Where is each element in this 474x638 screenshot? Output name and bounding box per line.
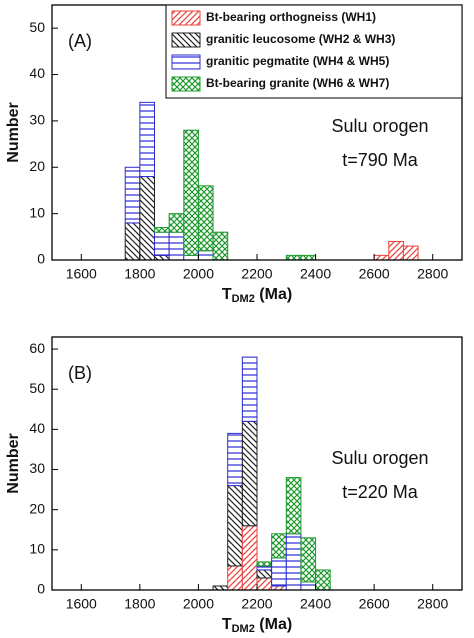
x-tick-label: 1800 (124, 266, 155, 282)
x-tick-label: 1600 (66, 596, 97, 612)
y-tick-label: 40 (29, 65, 45, 81)
x-tick-label: 2200 (241, 266, 272, 282)
y-tick-label: 60 (29, 340, 45, 356)
bar-segment (256, 561, 273, 567)
bar-segment (285, 533, 302, 591)
y-axis-label: Number (5, 102, 22, 162)
panel-label: (B) (68, 363, 92, 383)
x-axis-label-unit: (Ma) (255, 286, 292, 303)
panel-label: (A) (68, 31, 92, 51)
x-axis-label-sub: DM2 (232, 293, 255, 305)
bar-segment (124, 166, 141, 224)
x-tick-label: 1600 (66, 266, 97, 282)
bar-segment (300, 581, 317, 591)
y-tick-label: 0 (37, 251, 45, 267)
bar-segment (139, 101, 156, 178)
bar-segment (256, 577, 273, 591)
y-tick-label: 20 (29, 500, 45, 516)
x-axis-label-main: T (222, 286, 232, 303)
bar-segment (183, 254, 199, 261)
legend-swatch (171, 76, 201, 92)
x-tick-label: 2800 (417, 266, 448, 282)
bar-segment (124, 222, 141, 261)
y-tick-label: 40 (29, 420, 45, 436)
bar-segment (154, 231, 170, 256)
x-tick-label: 2000 (183, 266, 214, 282)
x-tick-label: 1800 (124, 596, 155, 612)
bar-segment (168, 213, 185, 233)
y-tick-label: 10 (29, 204, 45, 220)
bar-segment (241, 525, 258, 591)
y-tick-label: 50 (29, 380, 45, 396)
bar-segment (227, 432, 243, 487)
annotation: t=790 Ma (342, 150, 419, 170)
legend-label: Bt-bearing orthogneiss (WH1) (206, 10, 376, 24)
y-tick-label: 30 (29, 112, 45, 128)
bar-segment (212, 231, 229, 261)
y-tick-label: 30 (29, 460, 45, 476)
x-tick-label: 2000 (183, 596, 214, 612)
x-tick-label: 2600 (359, 596, 390, 612)
legend-swatch (171, 10, 201, 26)
bar-segment (300, 254, 317, 261)
bar-segment (315, 569, 331, 591)
x-tick-label: 2200 (241, 596, 272, 612)
bar-segment (168, 231, 185, 261)
bar-segment (183, 129, 199, 256)
y-tick-label: 0 (37, 581, 45, 597)
x-tick-label: 2600 (359, 266, 390, 282)
bar-segment (300, 537, 317, 583)
bar-segment (256, 569, 273, 579)
annotation: t=220 Ma (342, 482, 419, 502)
x-axis-label-main: T (222, 616, 232, 633)
x-tick-label: 2400 (300, 266, 331, 282)
bar-segment (227, 485, 243, 567)
bar-segment (285, 477, 302, 535)
bar-segment (197, 250, 214, 261)
annotation: Sulu orogen (331, 116, 428, 136)
y-tick-label: 20 (29, 158, 45, 174)
bar-segment (197, 185, 214, 252)
bar-segment (139, 176, 156, 261)
y-tick-label: 10 (29, 541, 45, 557)
bar-segment (241, 356, 258, 422)
bar-segment (256, 565, 273, 571)
x-tick-label: 2400 (300, 596, 331, 612)
y-tick-label: 50 (29, 19, 45, 35)
x-axis-label-unit: (Ma) (255, 616, 292, 633)
legend-box (165, 4, 463, 99)
bar-segment (285, 254, 302, 261)
bar-segment (373, 254, 390, 261)
x-tick-label: 2800 (417, 596, 448, 612)
bar-segment (154, 227, 170, 233)
legend-swatch (171, 32, 201, 48)
y-axis-label: Number (5, 433, 22, 493)
bar-segment (241, 420, 258, 527)
legend-swatch (171, 54, 201, 70)
x-axis-label-sub: DM2 (232, 623, 255, 635)
x-axis-label: TDM2 (Ma) (222, 616, 292, 635)
legend-label: granitic pegmatite (WH4 & WH5) (206, 54, 389, 68)
annotation: Sulu orogen (331, 448, 428, 468)
bar-segment (271, 533, 287, 559)
bar-segment (402, 245, 419, 261)
bar-segment (227, 565, 243, 591)
bar-segment (388, 240, 404, 261)
legend-label: granitic leucosome (WH2 & WH3) (206, 32, 395, 46)
x-axis-label: TDM2 (Ma) (222, 286, 292, 305)
bar-segment (271, 557, 287, 587)
legend-label: Bt-bearing granite (WH6 & WH7) (206, 76, 389, 90)
bar-segment (154, 254, 170, 261)
